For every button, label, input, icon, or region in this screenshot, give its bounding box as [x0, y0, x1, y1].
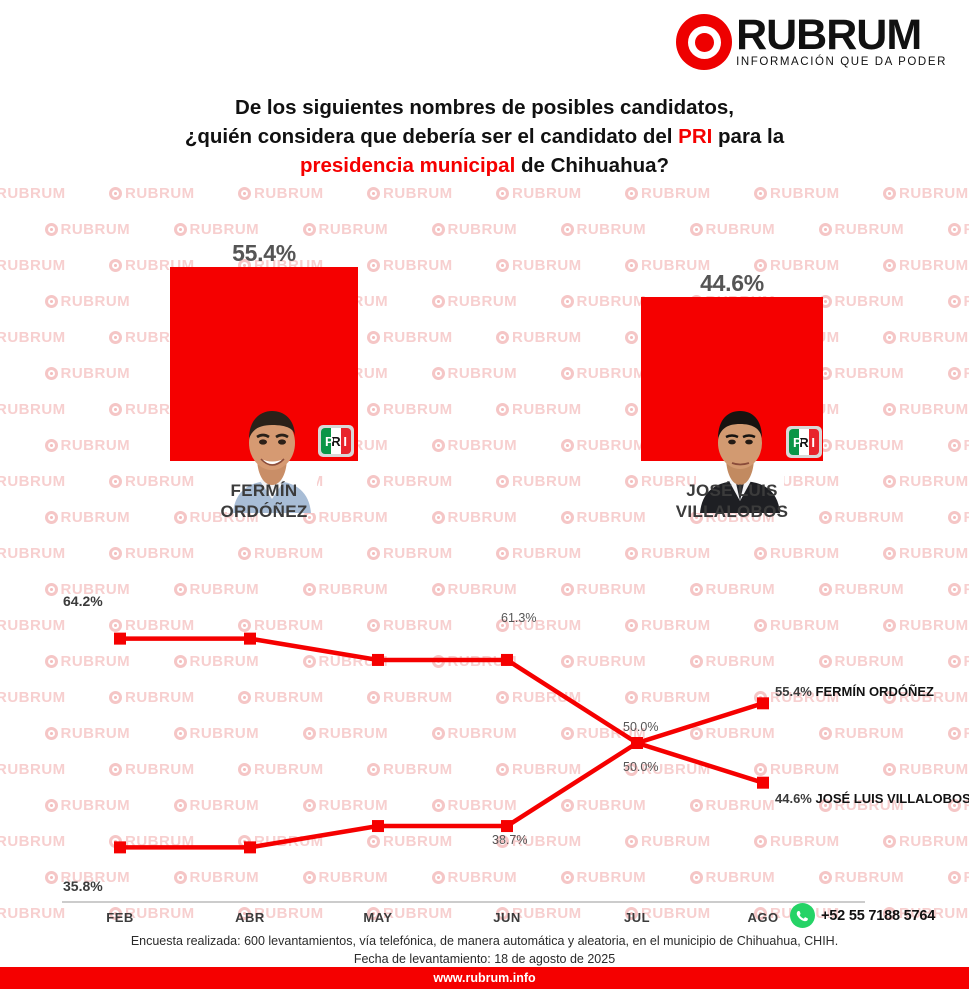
- point-label-cross-top: 50.0%: [623, 720, 659, 734]
- title-highlight-pri: PRI: [678, 125, 713, 149]
- endpoint-name-0: FERMÍN ORDÓÑEZ: [815, 684, 934, 699]
- endpoint-pct-0: 55.4%: [775, 684, 812, 699]
- endpoint-label-1: 44.6% JOSÉ LUIS VILLALOBOS: [775, 791, 969, 806]
- title-line-2-a: ¿quién considera que debería ser el cand…: [184, 125, 679, 149]
- title-highlight-presidencia: presidencia municipal: [299, 154, 516, 178]
- x-axis-label-abr: ABR: [235, 910, 265, 925]
- data-point-marker: [244, 632, 256, 645]
- data-point-marker: [631, 737, 643, 749]
- title-line-1: De los siguientes nombres de posibles ca…: [235, 96, 734, 119]
- whatsapp-contact[interactable]: +52 55 7188 5764: [790, 903, 935, 928]
- point-label-cross-bottom: 50.0%: [623, 760, 659, 774]
- data-point-marker: [757, 776, 769, 789]
- data-point-marker: [244, 841, 256, 854]
- data-point-marker: [757, 697, 769, 710]
- point-label-left-top: 64.2%: [63, 593, 103, 609]
- candidate-photo-0: [227, 395, 317, 513]
- website-url[interactable]: www.rubrum.info: [433, 971, 536, 985]
- endpoint-pct-1: 44.6%: [775, 791, 812, 806]
- x-axis-label-feb: FEB: [106, 910, 134, 925]
- candidate-name-0: FERMÍN ORDÓÑEZ: [170, 480, 358, 523]
- series-line-0: [120, 636, 764, 746]
- footnote: Encuesta realizada: 600 levantamientos, …: [0, 932, 969, 968]
- endpoint-name-1: JOSÉ LUIS VILLALOBOS: [815, 791, 969, 806]
- data-point-marker: [501, 820, 513, 833]
- whatsapp-phone-number[interactable]: +52 55 7188 5764: [821, 907, 936, 924]
- data-point-marker: [114, 632, 126, 645]
- trend-line-chart: 64.2% 35.8% 61.3% 38.7% 50.0% 50.0% 55.4…: [0, 560, 969, 930]
- rubrum-logo: RUBRUM INFORMACIÓN QUE DA PODER: [676, 10, 947, 70]
- footnote-line-2: Fecha de levantamiento: 18 de agosto de …: [353, 952, 616, 967]
- candidate-name-1-line1: JOSÉ LUIS: [686, 481, 778, 500]
- pri-party-logo-0: P R I: [318, 425, 354, 457]
- data-point-marker: [114, 841, 126, 854]
- target-circle-icon: [676, 14, 733, 70]
- data-point-marker: [501, 653, 513, 666]
- line-chart-svg: [62, 632, 865, 903]
- bar-value-1: 44.6%: [700, 270, 764, 296]
- logo-tagline: INFORMACIÓN QUE DA PODER: [736, 56, 947, 69]
- point-label-jun-bottom: 38.7%: [492, 833, 528, 847]
- candidate-name-1: JOSÉ LUIS VILLALOBOS: [641, 480, 823, 523]
- title-line-2-b: para la: [712, 125, 785, 149]
- candidate-name-1-line2: VILLALOBOS: [675, 502, 789, 522]
- bar-value-0: 55.4%: [232, 240, 296, 266]
- x-axis-label-jul: JUL: [623, 910, 651, 925]
- footnote-line-1: Encuesta realizada: 600 levantamientos, …: [130, 934, 839, 948]
- page-title: De los siguientes nombres de posibles ca…: [0, 93, 969, 180]
- candidate-name-0-line2: ORDÓÑEZ: [220, 502, 308, 522]
- series-line-1: [120, 740, 764, 850]
- title-line-3-b: de Chihuahua?: [515, 154, 670, 178]
- title-line-3: presidencia municipal de Chihuahua?: [0, 151, 969, 180]
- bar-chart: 55.4%: [170, 240, 823, 523]
- x-axis-label-may: MAY: [363, 910, 393, 925]
- point-label-left-bottom: 35.8%: [63, 878, 103, 894]
- title-line-2: ¿quién considera que debería ser el cand…: [0, 122, 969, 151]
- pri-party-logo-1: P R I: [786, 426, 822, 458]
- logo-wordmark: RUBRUM: [736, 10, 922, 59]
- data-point-marker: [372, 820, 384, 833]
- candidate-name-0-line1: FERMÍN: [230, 481, 298, 500]
- footer-bar: www.rubrum.info: [0, 967, 969, 989]
- endpoint-label-0: 55.4% FERMÍN ORDÓÑEZ: [775, 684, 934, 699]
- data-point-marker: [372, 653, 384, 666]
- whatsapp-icon[interactable]: [790, 903, 815, 928]
- x-axis-label-jun: JUN: [493, 910, 521, 925]
- point-label-jun-top: 61.3%: [501, 611, 537, 625]
- candidate-photo-1: [696, 395, 784, 513]
